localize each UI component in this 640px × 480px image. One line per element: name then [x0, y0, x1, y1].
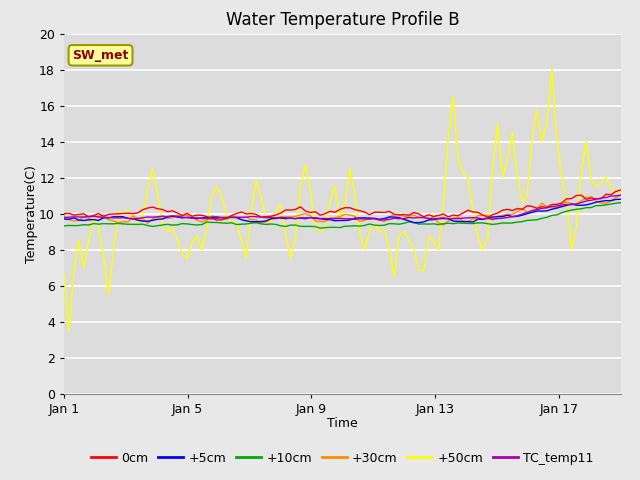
TC_temp11 — [425, 216, 433, 221]
+30cm — [489, 217, 497, 223]
TC_temp11 — [489, 216, 497, 222]
+10cm — [316, 225, 324, 231]
+30cm — [124, 219, 132, 225]
+30cm — [213, 214, 221, 220]
+50cm — [129, 215, 137, 220]
+10cm — [213, 220, 221, 226]
+30cm — [617, 192, 625, 198]
Y-axis label: Temperature(C): Temperature(C) — [25, 165, 38, 263]
+10cm — [60, 223, 68, 229]
+30cm — [420, 214, 428, 220]
+30cm — [440, 222, 447, 228]
TC_temp11 — [617, 192, 625, 198]
+50cm — [282, 231, 289, 237]
Line: +10cm: +10cm — [64, 203, 621, 228]
+10cm — [124, 221, 132, 227]
+50cm — [223, 214, 230, 220]
+50cm — [218, 193, 225, 199]
Line: +5cm: +5cm — [64, 199, 621, 223]
+50cm — [548, 67, 556, 72]
0cm — [282, 207, 289, 213]
+5cm — [489, 214, 497, 220]
TC_temp11 — [213, 216, 221, 221]
0cm — [489, 212, 497, 217]
Line: 0cm: 0cm — [64, 190, 621, 220]
0cm — [223, 216, 230, 221]
+50cm — [489, 166, 497, 172]
Text: SW_met: SW_met — [72, 49, 129, 62]
+10cm — [489, 222, 497, 228]
+5cm — [60, 216, 68, 222]
TC_temp11 — [218, 215, 225, 220]
0cm — [213, 217, 221, 223]
Line: +50cm: +50cm — [64, 70, 621, 331]
Line: TC_temp11: TC_temp11 — [64, 195, 621, 220]
X-axis label: Time: Time — [327, 417, 358, 430]
0cm — [425, 212, 433, 217]
0cm — [218, 217, 225, 223]
+50cm — [60, 271, 68, 276]
+10cm — [218, 220, 225, 226]
Title: Water Temperature Profile B: Water Temperature Profile B — [225, 11, 460, 29]
+50cm — [65, 328, 73, 334]
+5cm — [213, 214, 221, 220]
+5cm — [410, 220, 418, 226]
TC_temp11 — [277, 215, 285, 220]
TC_temp11 — [124, 216, 132, 221]
+5cm — [617, 196, 625, 202]
Legend: 0cm, +5cm, +10cm, +30cm, +50cm, TC_temp11: 0cm, +5cm, +10cm, +30cm, +50cm, TC_temp1… — [86, 447, 598, 469]
0cm — [617, 187, 625, 193]
+50cm — [617, 188, 625, 194]
TC_temp11 — [376, 217, 383, 223]
+10cm — [425, 221, 433, 227]
TC_temp11 — [60, 215, 68, 220]
Line: +30cm: +30cm — [64, 195, 621, 225]
+5cm — [277, 215, 285, 221]
+5cm — [218, 215, 225, 220]
+5cm — [124, 216, 132, 221]
0cm — [124, 210, 132, 216]
+30cm — [277, 214, 285, 220]
0cm — [60, 211, 68, 216]
+50cm — [425, 234, 433, 240]
+10cm — [277, 223, 285, 228]
+30cm — [60, 213, 68, 219]
+30cm — [218, 215, 225, 221]
+5cm — [425, 217, 433, 223]
+10cm — [617, 200, 625, 205]
